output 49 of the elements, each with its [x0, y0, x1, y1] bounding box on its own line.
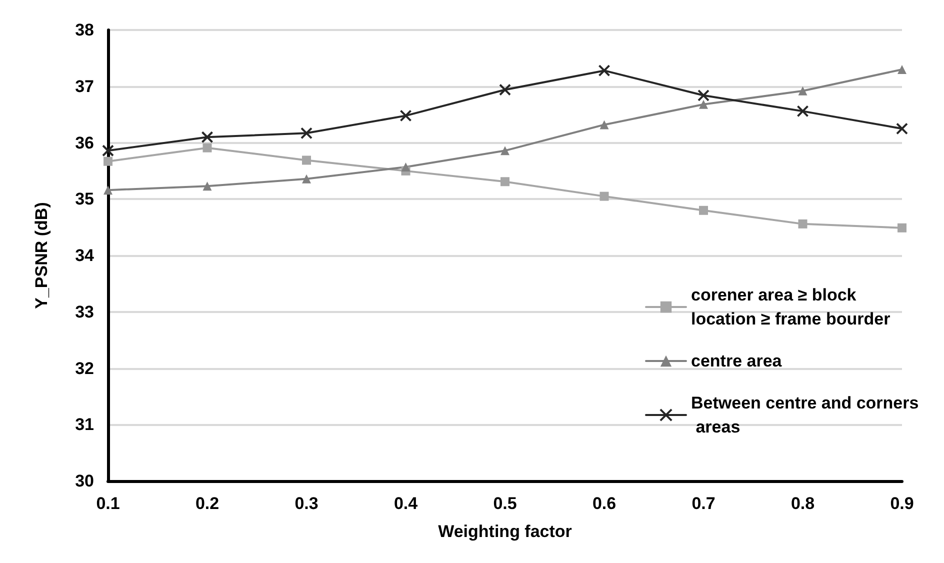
point: [104, 156, 112, 166]
x-axis-title: Weighting factor: [438, 522, 572, 541]
y-tick-label: 34: [75, 246, 95, 265]
point: [598, 64, 610, 77]
y-tick-label: 33: [75, 302, 94, 322]
x-tick-label: 0.2: [195, 494, 220, 513]
y-tick-label: 31: [75, 415, 94, 434]
point: [500, 146, 510, 156]
x-tick-label: 0.3: [294, 494, 318, 513]
point: [102, 144, 114, 157]
x-tick-label: 0.4: [394, 494, 418, 513]
point: [302, 174, 311, 184]
point: [401, 162, 410, 172]
point: [300, 127, 312, 140]
point: [499, 84, 511, 96]
x-tick-label: 0.1: [96, 494, 120, 513]
point: [698, 89, 710, 102]
point: [898, 64, 906, 74]
x-tick-label: 0.7: [692, 494, 716, 513]
point: [796, 105, 809, 118]
point: [798, 219, 808, 228]
point: [202, 182, 212, 191]
point: [798, 86, 808, 96]
x-tick-label: 0.5: [493, 494, 517, 513]
x-tick-label: 0.8: [790, 494, 815, 513]
legend-label: centre area: [691, 352, 782, 370]
point: [898, 223, 906, 232]
y-tick-label: 36: [75, 133, 94, 152]
point: [302, 156, 311, 165]
point: [600, 120, 609, 130]
y-tick-label: 38: [75, 20, 94, 40]
y-tick-label: 32: [75, 358, 94, 378]
y-tick-label: 37: [75, 76, 94, 96]
point: [896, 122, 908, 135]
y-axis-title: Y_PSNR (dB): [32, 202, 51, 309]
x-tick-label: 0.9: [890, 494, 914, 513]
point: [201, 131, 214, 144]
legend-label: Between centre and corners areas: [691, 394, 919, 436]
point: [400, 110, 412, 122]
y-tick-label: 35: [75, 190, 94, 209]
point: [104, 186, 112, 195]
x-tick-label: 0.6: [592, 494, 616, 513]
legend-label: corener area ≥ block location ≥ frame bourder: [691, 286, 891, 328]
point: [500, 177, 510, 186]
point: [600, 192, 609, 201]
y-tick-label: 30: [75, 472, 94, 490]
point: [202, 143, 212, 152]
point: [699, 206, 708, 215]
point: [699, 100, 708, 109]
